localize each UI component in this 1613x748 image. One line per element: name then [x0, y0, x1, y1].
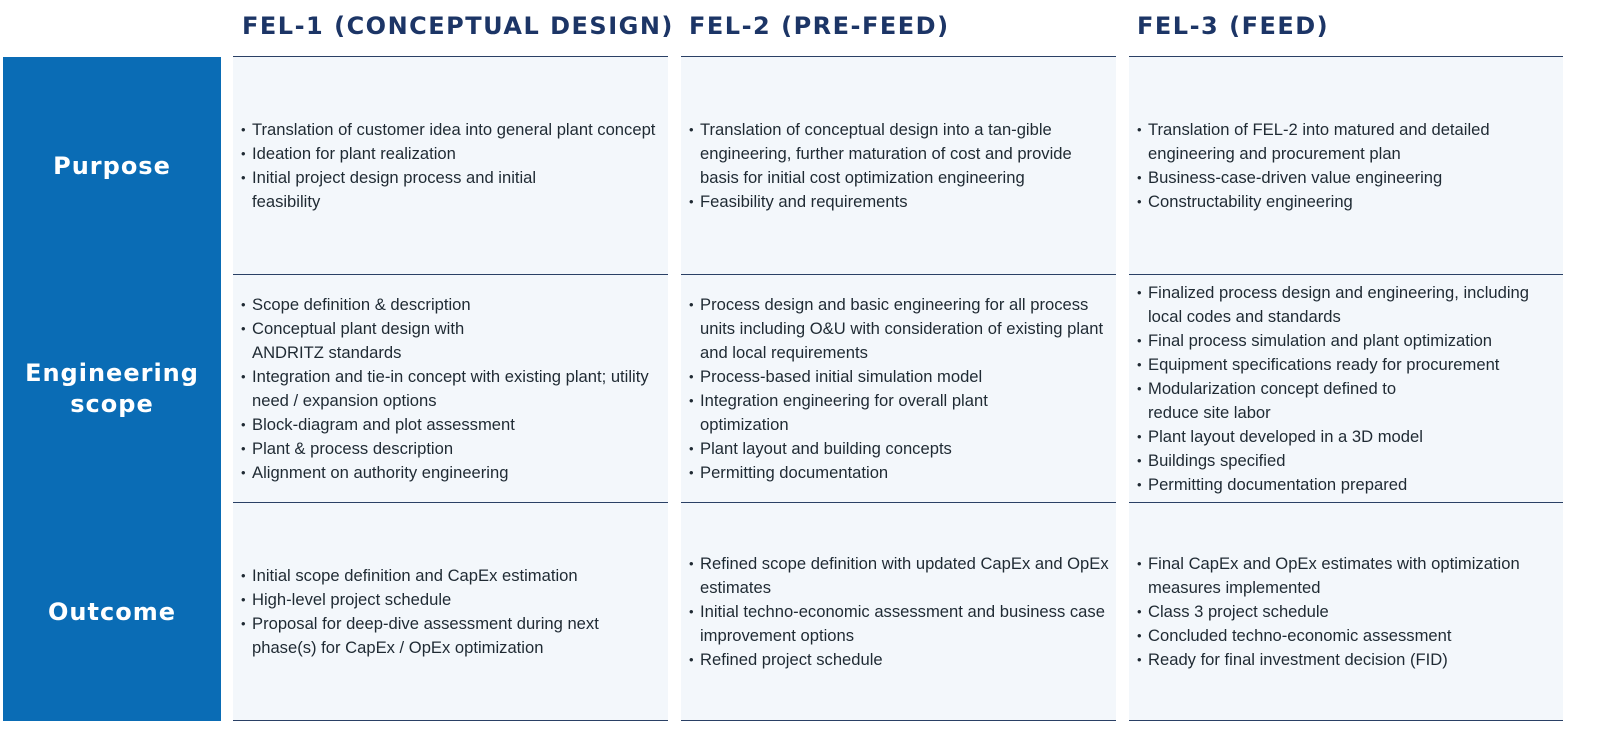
list-item: Modularization concept defined to reduce… [1137, 377, 1559, 425]
heading-divider [1129, 56, 1563, 57]
bullet-list: Process design and basic engineering for… [689, 293, 1112, 485]
list-item: Refined project schedule [689, 648, 1112, 672]
cell-purpose-fel3: Translation of FEL-2 into matured and de… [1129, 57, 1563, 275]
list-item: Process-based initial simulation model [689, 365, 1112, 389]
list-item: Feasibility and requirements [689, 190, 1112, 214]
bullet-list: Translation of conceptual design into a … [689, 118, 1112, 214]
cell-engineering-scope-fel3: Finalized process design and engineering… [1129, 275, 1563, 503]
bullet-list: Initial scope definition and CapEx estim… [241, 564, 664, 660]
list-item: Buildings specified [1137, 449, 1559, 473]
cell-outcome-fel1: Initial scope definition and CapEx estim… [233, 503, 668, 721]
list-item: Scope definition & description [241, 293, 664, 317]
bullet-list: Finalized process design and engineering… [1137, 281, 1559, 497]
bullet-list: Translation of FEL-2 into matured and de… [1137, 118, 1559, 214]
list-item: Class 3 project schedule [1137, 600, 1559, 624]
list-item: Translation of customer idea into genera… [241, 118, 664, 142]
column-heading-fel2: FEL-2 (PRE-FEED) [689, 12, 950, 40]
row-label-outcome: Outcome [3, 503, 221, 721]
list-item: Block-diagram and plot assessment [241, 413, 664, 437]
cell-engineering-scope-fel1: Scope definition & description Conceptua… [233, 275, 668, 503]
list-item: Initial project design process and initi… [241, 166, 664, 214]
list-item: Plant layout and building concepts [689, 437, 1112, 461]
row-label-engineering-scope: Engineering scope [3, 275, 221, 503]
bullet-list: Final CapEx and OpEx estimates with opti… [1137, 552, 1559, 672]
list-item: Constructability engineering [1137, 190, 1559, 214]
list-item: Business-case-driven value engineering [1137, 166, 1559, 190]
list-item: High-level project schedule [241, 588, 664, 612]
heading-divider [681, 56, 1116, 57]
list-item: Proposal for deep-dive assessment during… [241, 612, 664, 660]
list-item: Initial techno-economic assessment and b… [689, 600, 1112, 648]
list-item: Plant layout developed in a 3D model [1137, 425, 1559, 449]
list-item: Refined scope definition with updated Ca… [689, 552, 1112, 600]
list-item: Ready for final investment decision (FID… [1137, 648, 1559, 672]
bullet-list: Translation of customer idea into genera… [241, 118, 664, 214]
list-item: Process design and basic engineering for… [689, 293, 1112, 365]
list-item: Alignment on authority engineering [241, 461, 664, 485]
bullet-list: Scope definition & description Conceptua… [241, 293, 664, 485]
list-item: Final process simulation and plant optim… [1137, 329, 1559, 353]
list-item: Final CapEx and OpEx estimates with opti… [1137, 552, 1559, 600]
list-item: Concluded techno-economic assessment [1137, 624, 1559, 648]
list-item: Translation of conceptual design into a … [689, 118, 1112, 190]
list-item: Permitting documentation prepared [1137, 473, 1559, 497]
cell-engineering-scope-fel2: Process design and basic engineering for… [681, 275, 1116, 503]
list-item: Ideation for plant realization [241, 142, 664, 166]
cell-purpose-fel1: Translation of customer idea into genera… [233, 57, 668, 275]
column-heading-fel3: FEL-3 (FEED) [1137, 12, 1330, 40]
list-item: Conceptual plant design with ANDRITZ sta… [241, 317, 664, 365]
bullet-list: Refined scope definition with updated Ca… [689, 552, 1112, 672]
list-item: Initial scope definition and CapEx estim… [241, 564, 664, 588]
row-label-purpose: Purpose [3, 57, 221, 275]
list-item: Plant & process description [241, 437, 664, 461]
list-item: Equipment specifications ready for procu… [1137, 353, 1559, 377]
column-heading-fel1: FEL-1 (CONCEPTUAL DESIGN) [242, 12, 674, 40]
cell-outcome-fel3: Final CapEx and OpEx estimates with opti… [1129, 503, 1563, 721]
heading-divider [233, 56, 668, 57]
list-item: Integration engineering for overall plan… [689, 389, 1112, 437]
cell-outcome-fel2: Refined scope definition with updated Ca… [681, 503, 1116, 721]
list-item: Integration and tie-in concept with exis… [241, 365, 664, 413]
list-item: Translation of FEL-2 into matured and de… [1137, 118, 1559, 166]
list-item: Permitting documentation [689, 461, 1112, 485]
cell-purpose-fel2: Translation of conceptual design into a … [681, 57, 1116, 275]
list-item: Finalized process design and engineering… [1137, 281, 1559, 329]
